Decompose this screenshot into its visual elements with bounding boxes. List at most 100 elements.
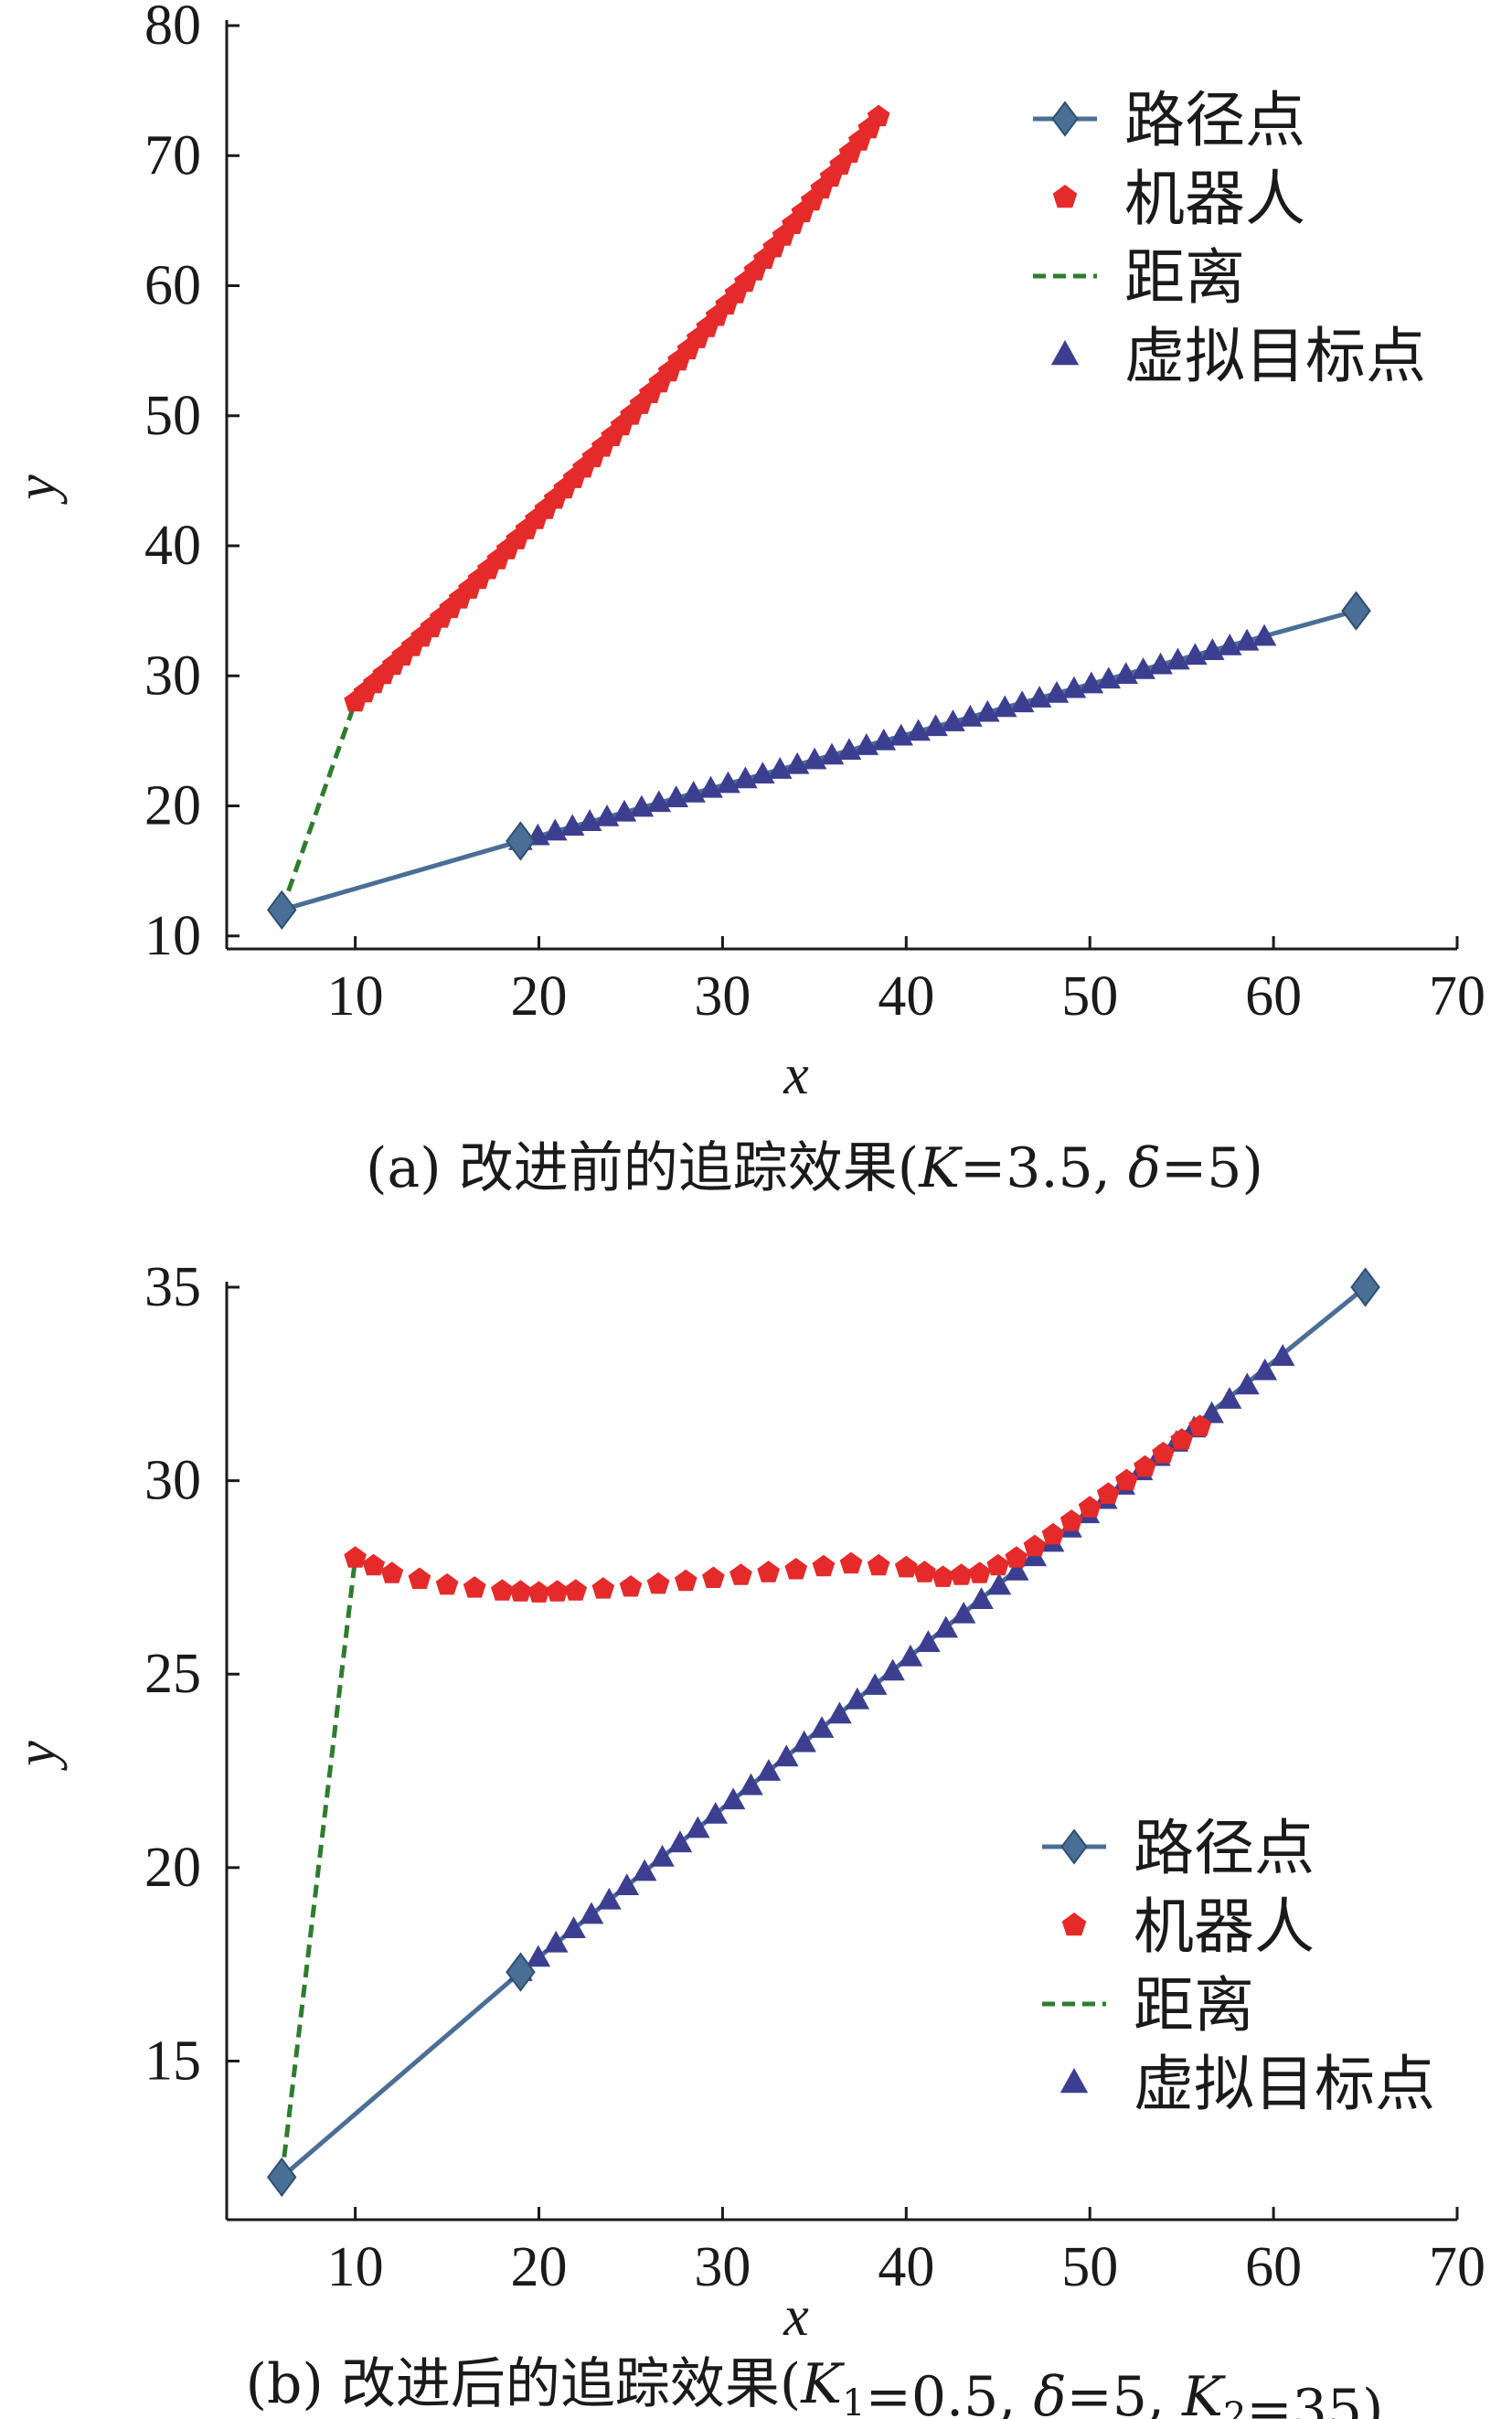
robot-point xyxy=(1134,1455,1156,1477)
virtual-target-point xyxy=(579,1902,604,1924)
legend-path-marker xyxy=(1051,101,1079,137)
path-point xyxy=(1350,1267,1380,1307)
virtual-target-point xyxy=(543,1930,569,1953)
robot-point xyxy=(968,1561,991,1583)
x-tick-label: 50 xyxy=(1061,2236,1118,2298)
robot-point xyxy=(702,1566,725,1588)
x-axis-title: x xyxy=(783,1044,809,1106)
virtual-target-point xyxy=(827,1701,852,1724)
virtual-target-point xyxy=(862,1673,888,1695)
x-tick-label: 40 xyxy=(878,965,934,1028)
path-point xyxy=(506,821,536,861)
x-tick-label: 70 xyxy=(1429,965,1485,1028)
robot-point xyxy=(619,1575,643,1597)
legend-label-path: 路径点 xyxy=(1124,85,1305,155)
robot-point xyxy=(362,1553,386,1576)
x-tick-label: 10 xyxy=(327,965,384,1028)
robot-point xyxy=(1188,1414,1212,1436)
virtual-target-point xyxy=(1199,1401,1224,1423)
virtual-target-point xyxy=(916,1630,941,1652)
x-tick-label: 20 xyxy=(511,965,568,1028)
y-tick-label: 20 xyxy=(144,1837,201,1899)
robot-point xyxy=(1023,1534,1047,1557)
virtual-target-point xyxy=(1005,1558,1029,1581)
path-point xyxy=(267,890,297,930)
robot-point xyxy=(1152,1442,1175,1464)
robot-point xyxy=(1059,1509,1083,1531)
virtual-target-point xyxy=(667,1830,693,1853)
virtual-target-point xyxy=(632,1859,657,1881)
figure-caption: (a) 改进前的追踪效果(K=3.5, δ=5) xyxy=(366,1136,1263,1200)
robot-point xyxy=(867,1553,890,1576)
legend-virtual-marker xyxy=(1050,340,1080,366)
y-tick-label: 40 xyxy=(144,515,201,577)
y-tick-label: 25 xyxy=(144,1643,201,1705)
path-point xyxy=(1341,591,1371,631)
y-tick-label: 70 xyxy=(144,124,201,186)
robot-point xyxy=(986,1553,1010,1576)
robot-point xyxy=(380,1561,404,1583)
robot-point xyxy=(950,1563,973,1585)
legend-label-path: 路径点 xyxy=(1134,1813,1315,1883)
virtual-target-point xyxy=(1217,1387,1242,1409)
legend-label-robot: 机器人 xyxy=(1134,1892,1315,1962)
virtual-target-point xyxy=(614,1873,640,1896)
virtual-target-point xyxy=(951,1601,976,1624)
legend-label-robot: 机器人 xyxy=(1124,164,1305,234)
distance-series-line xyxy=(279,1557,358,2178)
x-tick-label: 60 xyxy=(1245,965,1302,1028)
legend-robot-marker xyxy=(1052,185,1078,208)
legend-virtual-marker xyxy=(1059,2068,1089,2094)
figure-caption: (b) 改进后的追踪效果(K1=0.5, δ=5, K2=35) xyxy=(246,2352,1384,2419)
legend-label-virtual: 虚拟目标点 xyxy=(1124,321,1426,391)
y-tick-label: 35 xyxy=(144,1256,201,1318)
robot-point xyxy=(1170,1428,1193,1450)
y-tick-label: 60 xyxy=(144,255,201,317)
virtual-target-point xyxy=(597,1887,622,1910)
robot-point xyxy=(812,1554,836,1577)
x-tick-label: 30 xyxy=(694,965,751,1028)
legend-robot-marker xyxy=(1061,1913,1087,1936)
virtual-target-point xyxy=(809,1716,835,1738)
x-axis-title: x xyxy=(783,2286,809,2348)
y-tick-label: 10 xyxy=(144,905,201,967)
robot-point xyxy=(591,1577,615,1599)
robot-point xyxy=(932,1565,954,1587)
virtual-target-point xyxy=(969,1587,994,1610)
robot-point xyxy=(894,1555,918,1578)
robot-point xyxy=(435,1572,459,1595)
virtual-target-point xyxy=(703,1801,729,1824)
robot-point xyxy=(839,1551,863,1574)
virtual-target-point xyxy=(792,1730,816,1753)
virtual-target-point xyxy=(526,1945,551,1967)
virtual-target-point xyxy=(898,1644,923,1667)
robot-point xyxy=(463,1576,486,1598)
distance-series-line xyxy=(279,700,357,911)
y-tick-label: 20 xyxy=(144,775,201,837)
robot-point xyxy=(913,1561,936,1582)
x-tick-label: 40 xyxy=(878,2236,934,2298)
robot-point xyxy=(1041,1522,1065,1545)
virtual-target-point xyxy=(845,1687,870,1710)
virtual-target-point xyxy=(686,1816,710,1838)
virtual-target-point xyxy=(986,1572,1012,1595)
legend-path-marker xyxy=(1060,1828,1088,1865)
x-tick-label: 70 xyxy=(1429,2236,1485,2298)
legend-label-virtual: 虚拟目标点 xyxy=(1134,2049,1435,2119)
virtual-target-point xyxy=(739,1773,763,1796)
virtual-target-point xyxy=(561,1916,586,1938)
robot-point xyxy=(408,1567,431,1590)
robot-point xyxy=(491,1579,514,1601)
legend-label-distance: 距离 xyxy=(1134,1970,1254,2041)
y-axis-title: y xyxy=(5,474,68,506)
y-tick-label: 80 xyxy=(144,0,201,57)
virtual-target-point xyxy=(880,1658,905,1681)
x-tick-label: 60 xyxy=(1245,2236,1302,2298)
virtual-target-point xyxy=(933,1615,959,1638)
robot-point xyxy=(546,1580,569,1602)
legend-label-distance: 距离 xyxy=(1124,242,1245,313)
x-tick-label: 30 xyxy=(694,2236,751,2298)
y-tick-label: 50 xyxy=(144,385,201,447)
